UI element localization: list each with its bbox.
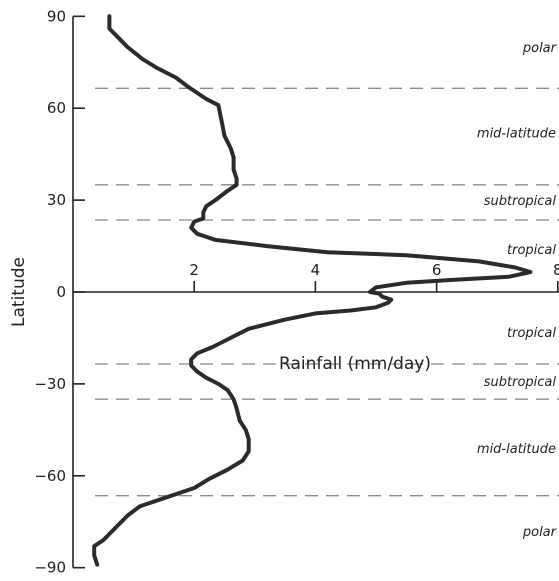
y-tick-label: 60 [47,99,66,117]
zone-label: subtropical [484,194,557,209]
y-tick-label: 0 [56,283,66,301]
zone-label: polar [522,525,558,540]
zone-labels: polar mid-latitude subtropical tropical trop… [477,41,558,540]
rainfall-series-line [92,14,533,567]
y-tick-label: −90 [34,559,66,577]
y-tick-label: 90 [47,7,66,25]
x-tick-label: 8 [553,261,559,279]
zone-label: mid-latitude [477,442,556,457]
zone-label: subtropical [484,375,557,390]
y-tick-label: 30 [47,191,66,209]
x-axis-title: Rainfall (mm/day) [279,354,431,374]
zone-label: polar [522,41,558,56]
x-tick-label: 2 [189,261,199,279]
y-axis-title: Latitude [9,257,29,327]
x-tick-label: 6 [432,261,442,279]
zone-label: mid-latitude [477,127,556,142]
x-tick-label: 4 [311,261,321,279]
y-tick-label: −30 [34,375,66,393]
y-tick-label: −60 [34,467,66,485]
zone-label: tropical [507,243,556,258]
zone-label: tropical [507,326,556,341]
ticks: 90 60 30 0 −30 −60 −90 2 4 6 8 [34,7,559,576]
zone-boundaries [95,87,559,497]
